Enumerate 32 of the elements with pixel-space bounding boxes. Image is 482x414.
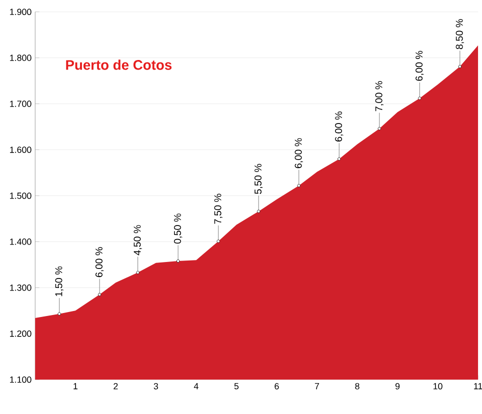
annotation: 1,50 %: [55, 266, 64, 296]
y-tick-label: 1.200: [10, 330, 32, 337]
y-tick-label: 1.700: [10, 100, 32, 107]
x-tick-label: 3: [154, 383, 158, 390]
text: Puerto de Cotos: [66, 60, 172, 70]
annotation: 5,50 %: [254, 164, 263, 194]
annotation: 6,00 %: [95, 247, 104, 277]
annotation: 8,50 %: [456, 19, 464, 50]
x-tick-label: 10: [434, 383, 442, 390]
x-tick-label: 9: [395, 383, 400, 390]
x-tick-label: 6: [274, 383, 279, 390]
y-tick-label: 1.800: [10, 54, 32, 61]
x-tick-label: 2: [114, 383, 118, 390]
annotation: 6,00 %: [294, 138, 303, 168]
x-tick-label: 1: [74, 383, 78, 390]
x-tick-label: 4: [194, 383, 198, 390]
y-tick-label: 1.400: [10, 238, 32, 245]
y-tick-label: 1.600: [10, 146, 32, 153]
y-tick-label: 1.900: [10, 8, 32, 15]
x-tick-label: 7: [314, 383, 320, 390]
annotation: 6,00 %: [416, 50, 424, 81]
y-tick-label: 1.500: [10, 192, 32, 199]
x-tick-label: 8: [355, 383, 360, 390]
x-tick-label: 11: [474, 383, 482, 390]
annotation: 7,50 %: [214, 194, 222, 224]
x-tick-label: 5: [234, 383, 239, 390]
annotation: 7,00 %: [375, 81, 384, 112]
y-tick-label: 1.100: [10, 376, 32, 383]
annotation: 4,50 %: [134, 224, 142, 256]
annotation: 6,00 %: [335, 111, 344, 142]
annotation: 0,50 %: [174, 213, 182, 244]
y-tick-label: 1.300: [10, 284, 32, 291]
